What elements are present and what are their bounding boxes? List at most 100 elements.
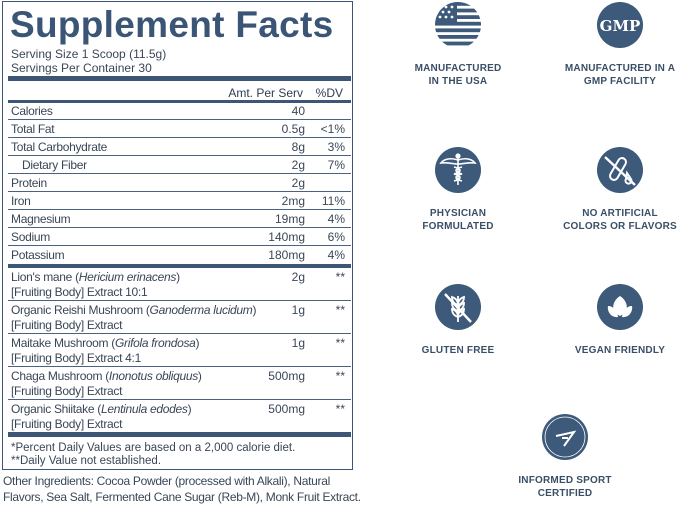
extract-detail: [Fruiting Body] Extract 4:1 [11,351,141,365]
extract-name: Chaga Mushroom (Inonotus obliquus) [Fruit… [11,369,202,399]
paren: ) [195,336,200,350]
column-header: Amt. Per Serv %DV [8,86,351,100]
nutrient-name: Protein [11,176,47,190]
extract-amount: 1g [288,303,305,317]
badge-label-line: PHYSICIAN [429,208,487,219]
extract-name: Maitake Mushroom (Grifola frondosa) [Frui… [11,336,200,366]
footnote: *Percent Daily Values are based on a 2,0… [11,442,296,454]
extract-common-name: Organic Reishi Mushroom ( [11,303,150,317]
nutrient-dv: 4% [327,212,345,226]
paren: ) [197,369,202,383]
extract-name: Organic Shiitake (Lentinula edodes) [Frui… [11,402,192,432]
extract-dv: ** [335,303,345,317]
badge-label: INFORMED SPORT CERTIFIED [490,474,640,500]
extract-amount: 1g [288,336,305,350]
nutrient-name: Iron [11,194,31,208]
badge-label-line: MANUFACTURED IN A [564,63,676,74]
extract-row: Maitake Mushroom (Grifola frondosa) [Frui… [8,334,351,367]
nutrient-amount: 19mg [271,212,305,226]
dv-header: %DV [315,86,343,100]
extract-name: Lion's mane (Hericium erinacens) [Fruitin… [11,270,180,300]
extract-detail: [Fruiting Body] Extract [11,318,123,332]
extract-dv: ** [335,336,345,350]
nutrient-name: Sodium [11,230,50,244]
divider [8,76,351,81]
paren: ) [252,303,257,317]
extract-common-name: Lion's mane ( [11,270,79,284]
footnote: **Daily Value not established. [11,455,162,467]
extract-common-name: Chaga Mushroom ( [11,369,109,383]
nutrient-name: Magnesium [11,212,71,226]
extract-amount: 500mg [265,402,305,416]
divider [8,432,351,437]
usa-flag-icon [435,2,481,48]
svg-text:GMP: GMP [600,17,641,35]
badge-label-line: MANUFACTURED [414,63,502,74]
extract-amount: 2g [288,270,305,284]
badge-label-line: IN THE USA [428,76,488,87]
badge-label-line: CERTIFIED [537,488,593,499]
nutrient-dv: <1% [320,122,345,136]
extract-latin-name: Ganoderma lucidum [149,303,253,317]
supplement-facts-panel: Supplement Facts Serving Size 1 Scoop (1… [2,1,353,470]
nutrient-row: Calories 40 [8,102,351,120]
badge-label-line: COLORS OR FLAVORS [563,221,677,232]
extract-row: Lion's mane (Hericium erinacens) [Fruitin… [8,268,351,301]
badge-gluten-free: GLUTEN FREE [383,284,533,357]
nutrient-amount: 8g [288,140,305,154]
nutrient-amount: 2g [288,158,305,172]
other-ingredients: Other Ingredients: Cocoa Powder (process… [3,474,330,488]
nutrient-amount: 180mg [265,248,305,262]
badge-label: GLUTEN FREE [383,344,533,357]
extract-common-name: Maitake Mushroom ( [11,336,115,350]
serving-size: Serving Size 1 Scoop (11.5g) [11,47,167,61]
badge-label: NO ARTIFICIAL COLORS OR FLAVORS [545,207,679,233]
badge-label: MANUFACTURED IN THE USA [383,62,533,88]
nutrient-amount: 2g [288,176,305,190]
nutrient-row: Total Fat 0.5g <1% [8,120,351,138]
badge-label-line: GMP FACILITY [583,76,657,87]
nutrient-row: Protein 2g [8,174,351,192]
nutrient-amount: 0.5g [278,122,305,136]
nutrient-row: Iron 2mg 11% [8,192,351,210]
nutrient-amount: 140mg [265,230,305,244]
nutrient-dv: 7% [327,158,345,172]
extract-latin-name: Grifola frondosa [114,336,196,350]
badge-label: MANUFACTURED IN A GMP FACILITY [545,62,679,88]
informed-sport-icon [542,414,588,460]
amount-header: Amt. Per Serv [228,86,303,100]
servings-per-container: Servings Per Container 30 [11,61,152,75]
nutrient-name: Potassium [11,248,65,262]
badge-caduceus: PHYSICIAN FORMULATED [383,147,533,233]
extract-latin-name: Lentinula edodes [100,402,188,416]
nutrient-amount: 40 [288,104,305,118]
nutrient-name: Total Fat [11,122,55,136]
vegan-leaf-icon [597,284,643,330]
nutrient-row: Total Carbohydrate 8g 3% [8,138,351,156]
badge-informed-sport: INFORMED SPORT CERTIFIED [490,414,640,500]
other-ingredients: Flavors, Sea Salt, Fermented Cane Sugar … [3,490,361,504]
gluten-free-icon [435,284,481,330]
extract-latin-name: Inonotus obliquus [108,369,198,383]
extract-amount: 500mg [265,369,305,383]
no-artificial-icon [597,147,643,193]
badge-label-line: INFORMED SPORT [518,475,612,486]
badge-no-artificial: NO ARTIFICIAL COLORS OR FLAVORS [545,147,679,233]
extract-detail: [Fruiting Body] Extract 10:1 [11,285,148,299]
divider [8,100,351,103]
extract-common-name: Organic Shiitake ( [11,402,101,416]
nutrient-row: Dietary Fiber 2g 7% [8,156,351,174]
badge-label-line: GLUTEN FREE [421,345,495,356]
badge-label-line: NO ARTIFICIAL [582,208,658,219]
nutrient-name: Calories [11,104,53,118]
nutrient-amount: 2mg [278,194,305,208]
extract-dv: ** [335,270,345,284]
divider [8,264,351,268]
badge-label-line: VEGAN FRIENDLY [574,345,666,356]
badge-label: PHYSICIAN FORMULATED [383,207,533,233]
extract-dv: ** [335,369,345,383]
nutrient-row: Magnesium 19mg 4% [8,210,351,228]
nutrient-dv: 4% [327,248,345,262]
nutrient-row: Sodium 140mg 6% [8,228,351,246]
badge-vegan-leaf: VEGAN FRIENDLY [545,284,679,357]
